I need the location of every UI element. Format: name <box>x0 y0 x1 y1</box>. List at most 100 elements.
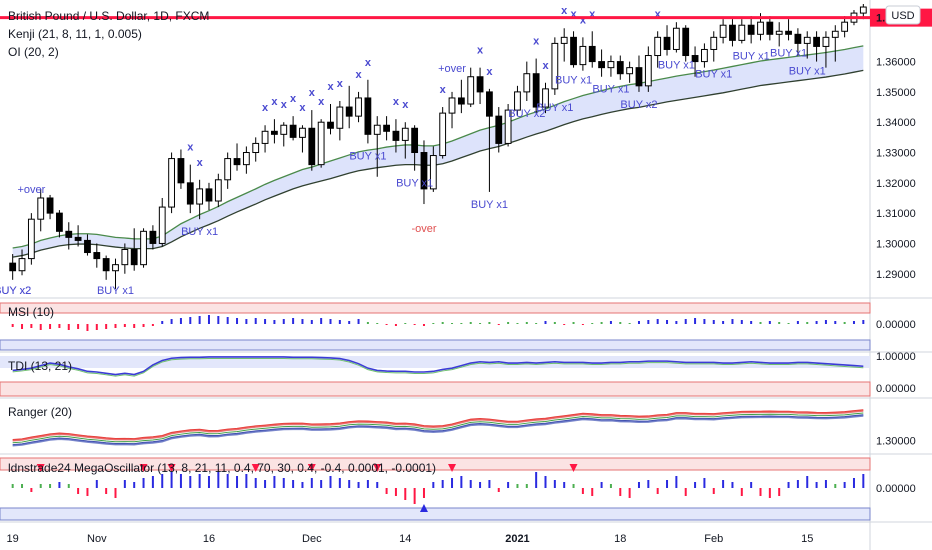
y-tick-label: 1.36000 <box>876 57 916 69</box>
candle <box>822 36 830 47</box>
candle <box>345 106 353 117</box>
candle <box>504 109 512 144</box>
currency-badge[interactable] <box>885 5 921 25</box>
candle <box>785 30 792 35</box>
x-marker: x <box>337 78 344 90</box>
pane-label: ldnstrade24 MegaOscillator (13, 8, 21, 1… <box>8 461 436 475</box>
msi-lower-zone <box>0 339 871 351</box>
sell-triangle <box>448 464 457 472</box>
candle <box>65 230 73 238</box>
candle <box>27 218 35 260</box>
currency-label: USD <box>891 10 914 22</box>
candle <box>420 152 428 190</box>
tdi-line <box>12 356 864 376</box>
x-marker: x <box>197 157 204 169</box>
candle <box>859 6 867 14</box>
candle <box>355 97 362 117</box>
candle <box>476 76 484 93</box>
x-tick-label: Dec <box>302 533 322 545</box>
y-tick-label: 1.30000 <box>876 238 916 250</box>
x-marker: x <box>440 84 447 96</box>
signal-label: BUY x1 <box>181 226 218 238</box>
kenji-lower-line <box>12 69 864 258</box>
y-tick-label: 1.34000 <box>876 117 916 129</box>
signal-label: BUY x1 <box>555 75 592 87</box>
pane-label: MSI (10) <box>8 305 54 319</box>
instrument-title: British Pound / U.S. Dollar, 1D, FXCM <box>8 9 209 23</box>
candle <box>102 258 110 272</box>
x-marker: x <box>580 14 587 26</box>
y-tick-label: 1.29000 <box>876 269 916 281</box>
x-tick-label: 18 <box>614 533 626 545</box>
candle <box>205 188 213 202</box>
candle <box>757 21 764 35</box>
x-marker: x <box>271 96 278 108</box>
candle <box>457 97 465 105</box>
candle <box>252 142 260 154</box>
signal-label: BUY x1 <box>770 47 807 59</box>
x-marker: x <box>561 5 568 17</box>
candle <box>37 197 45 220</box>
signal-label: +over <box>438 63 466 75</box>
signal-label: BUY x2 <box>620 99 657 111</box>
candle <box>289 124 297 138</box>
candle <box>542 88 549 108</box>
candle <box>644 55 652 87</box>
candle <box>710 36 718 50</box>
signal-label: BUY x1 <box>733 50 770 62</box>
x-marker: x <box>655 8 662 20</box>
ranger-line <box>12 414 864 446</box>
x-marker: x <box>486 66 493 78</box>
y-tick-label: 0.00000 <box>876 319 916 331</box>
x-tick-label: 16 <box>203 533 215 545</box>
signal-label: BUY x2 <box>0 285 31 297</box>
x-tick-label: 15 <box>801 533 813 545</box>
pane-label: TDI (13, 21) <box>8 359 72 373</box>
x-tick-label: 14 <box>399 533 411 545</box>
ranger-line <box>12 409 864 441</box>
candle <box>532 73 540 108</box>
mega-lower-zone <box>0 507 871 521</box>
candle <box>271 130 278 135</box>
candle <box>18 258 26 272</box>
candle <box>9 262 17 272</box>
sell-triangle <box>569 464 578 472</box>
candle <box>841 21 849 32</box>
candle <box>719 24 727 38</box>
ranger-line <box>12 410 864 442</box>
x-marker: x <box>318 96 325 108</box>
sell-triangle <box>307 464 316 472</box>
signal-label: BUY x1 <box>536 102 573 114</box>
candle <box>486 91 493 117</box>
candle <box>570 36 577 66</box>
pane-msi: 0.00000 MSI (10) <box>0 302 932 353</box>
pane-label: Ranger (20) <box>8 405 72 419</box>
x-marker: x <box>533 36 540 48</box>
candle <box>364 97 372 135</box>
x-marker: x <box>299 102 306 114</box>
sell-triangle <box>251 464 260 472</box>
y-tick-label: 1.30000 <box>876 436 916 448</box>
y-tick-label: 0.00000 <box>876 483 916 495</box>
candle <box>392 130 400 141</box>
signal-label: +over <box>17 184 45 196</box>
candle <box>813 36 820 47</box>
signal-label: BUY x1 <box>97 285 134 297</box>
candle <box>401 127 409 141</box>
candle <box>242 152 250 166</box>
x-axis: 19 Nov 16 Dec 14 2021 18 Feb 15 <box>7 533 814 545</box>
x-marker: x <box>589 8 596 20</box>
x-marker: x <box>262 102 269 114</box>
candle <box>84 239 91 254</box>
signal-label: BUY x1 <box>471 199 508 211</box>
tdi-signal-line <box>12 357 864 377</box>
candle <box>598 61 605 69</box>
x-marker: x <box>187 142 194 154</box>
tdi-upper-zone <box>0 356 870 368</box>
x-marker: x <box>281 99 288 111</box>
kenji-label: Kenji (21, 8, 11, 1, 0.005) <box>8 27 142 41</box>
candle <box>691 55 699 63</box>
signal-label: BUY x1 <box>592 84 629 96</box>
candle <box>383 124 390 132</box>
y-tick-label: 1.33000 <box>876 148 916 160</box>
